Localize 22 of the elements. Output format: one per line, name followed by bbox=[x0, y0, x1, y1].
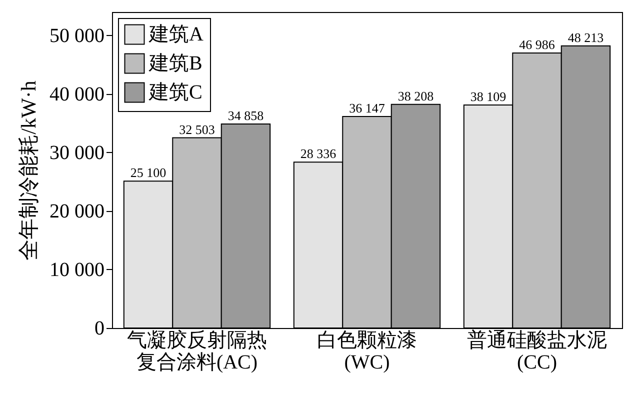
legend-label: 建筑A bbox=[148, 24, 204, 46]
legend-label: 建筑B bbox=[148, 52, 202, 74]
data-label: 28 336 bbox=[300, 146, 337, 162]
legend-label: 建筑C bbox=[148, 82, 202, 104]
x-tick-label: 白色颗粒漆(WC) bbox=[317, 330, 417, 374]
y-tick-label: 50 000 bbox=[50, 24, 104, 47]
data-label: 36 147 bbox=[349, 100, 386, 116]
y-tick-label: 0 bbox=[94, 318, 104, 340]
x-tick-label: 普通硅酸盐水泥(CC) bbox=[467, 328, 607, 374]
data-label: 25 100 bbox=[130, 165, 166, 180]
y-tick-label: 30 000 bbox=[50, 142, 104, 164]
y-tick-label: 20 000 bbox=[50, 200, 104, 222]
data-label: 38 109 bbox=[470, 88, 506, 104]
data-label: 46 986 bbox=[519, 37, 556, 52]
y-axis-title: 全年制冷能耗/kW·h bbox=[16, 80, 40, 260]
x-tick-label: 气凝胶反射隔热复合涂料(AC) bbox=[127, 330, 267, 374]
y-tick-label: 40 000 bbox=[50, 83, 104, 106]
data-label: 48 213 bbox=[568, 30, 604, 45]
data-label: 34 858 bbox=[228, 108, 264, 124]
data-label: 38 208 bbox=[398, 88, 434, 104]
y-tick-label: 10 000 bbox=[50, 258, 104, 281]
data-label: 32 503 bbox=[179, 122, 215, 137]
